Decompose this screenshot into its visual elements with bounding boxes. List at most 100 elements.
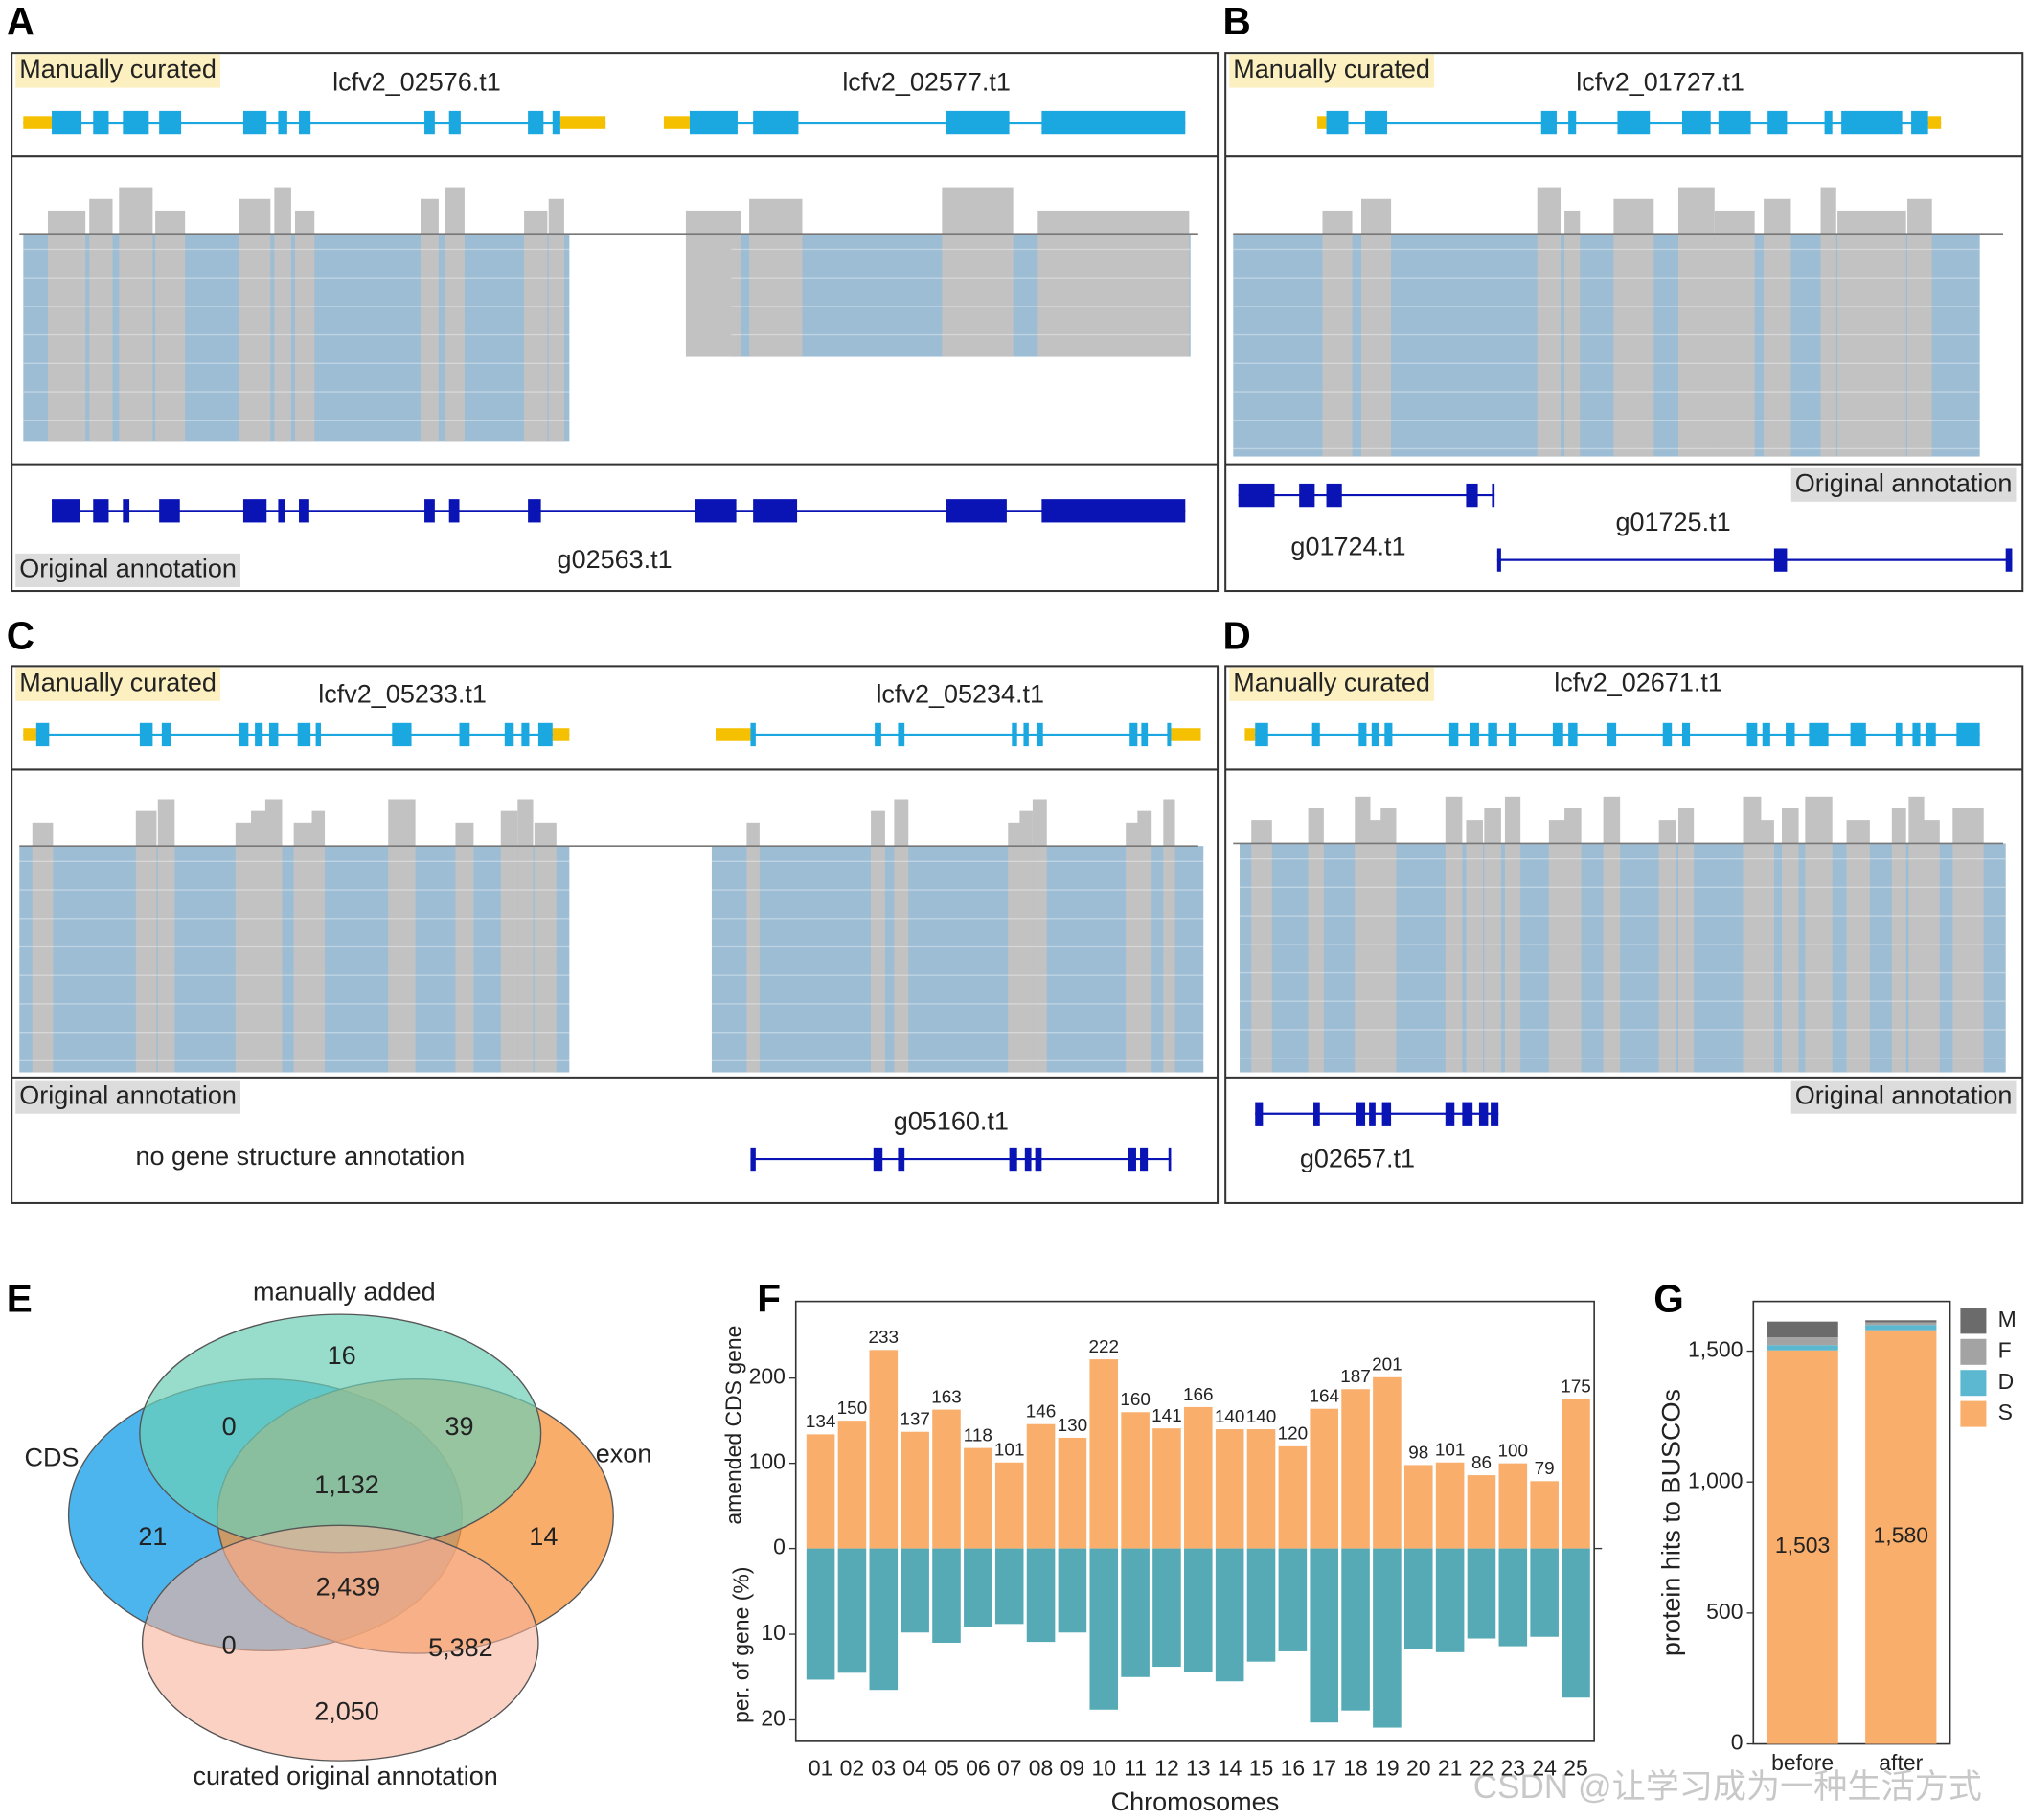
- x-tick-label: 10: [1091, 1756, 1116, 1781]
- value-label: 1,580: [1874, 1523, 1928, 1548]
- read-coverage: [1163, 799, 1175, 1073]
- exon: [1462, 1102, 1473, 1126]
- exon: [1009, 1147, 1017, 1172]
- exon: [1445, 1102, 1455, 1126]
- read-coverage: [942, 187, 1014, 357]
- read-coverage: [157, 799, 175, 1073]
- x-tick-label: 04: [902, 1756, 927, 1781]
- read-coverage: [1037, 210, 1190, 357]
- exon: [528, 499, 541, 523]
- legend-label: S: [1998, 1399, 2013, 1424]
- exon: [424, 110, 435, 135]
- panel-letter: D: [1222, 614, 1250, 658]
- track-label: Manually curated: [1233, 55, 1430, 83]
- read-coverage: [1677, 808, 1695, 1073]
- exon: [1895, 722, 1903, 747]
- read-coverage: [1137, 810, 1152, 1073]
- exon: [123, 110, 149, 135]
- bar: [1310, 1548, 1338, 1723]
- x-tick-label: 05: [934, 1756, 959, 1781]
- gene-name: lcfv2_01727.t1: [1576, 68, 1744, 97]
- annotation-note: no gene structure annotation: [136, 1142, 466, 1171]
- exon: [753, 110, 799, 135]
- exon: [504, 722, 514, 747]
- bar: [964, 1447, 992, 1549]
- x-tick-label: 03: [872, 1756, 897, 1781]
- plot-frame: [1752, 1300, 1951, 1745]
- exon: [552, 110, 560, 135]
- gene-name: g01724.t1: [1290, 533, 1405, 561]
- exon: [875, 722, 881, 747]
- exon: [2005, 548, 2013, 572]
- exon: [448, 110, 461, 135]
- read-coverage: [1251, 820, 1272, 1073]
- exon: [52, 110, 82, 135]
- x-tick-label: 06: [966, 1756, 991, 1781]
- exon: [1313, 1102, 1320, 1126]
- read-coverage: [1782, 808, 1799, 1073]
- read-coverage: [1564, 808, 1582, 1073]
- bar: [1089, 1359, 1119, 1549]
- track-label: Manually curated: [19, 55, 217, 83]
- venn-count: 0: [222, 1412, 237, 1441]
- read-coverage: [1367, 820, 1383, 1073]
- bar: [1435, 1462, 1465, 1549]
- y-tick-label: 1,000: [1688, 1467, 1743, 1492]
- exon: [1607, 722, 1617, 747]
- value-label: 140: [1246, 1407, 1277, 1427]
- venn-set: [141, 1524, 539, 1762]
- exon: [946, 110, 1010, 135]
- track-label: Manually curated: [19, 668, 217, 696]
- exon: [1041, 499, 1186, 523]
- gene-name: g01725.t1: [1615, 508, 1730, 536]
- utr: [1927, 116, 1942, 129]
- gene-name: lcfv2_05234.t1: [876, 680, 1044, 709]
- read-coverage: [47, 210, 86, 442]
- exon: [1365, 110, 1388, 135]
- bar-segment: [1865, 1320, 1937, 1323]
- bar: [1310, 1408, 1338, 1549]
- panel-letter: F: [757, 1276, 781, 1320]
- bar: [1215, 1429, 1244, 1549]
- read-coverage: [1714, 210, 1755, 457]
- x-tick-label: 12: [1154, 1756, 1179, 1781]
- read-coverage: [1355, 796, 1371, 1073]
- gene-name: g02563.t1: [558, 545, 673, 574]
- exon: [1662, 722, 1673, 747]
- value-label: 201: [1372, 1355, 1402, 1376]
- bar: [1152, 1548, 1181, 1668]
- venn-count: 21: [138, 1522, 167, 1551]
- exon: [159, 110, 182, 135]
- bar: [1467, 1548, 1496, 1639]
- exon: [1912, 722, 1921, 747]
- exon: [1762, 722, 1770, 747]
- gene-name: lcfv2_02576.t1: [332, 68, 501, 97]
- track-label: Original annotation: [1795, 468, 2013, 497]
- bar: [1530, 1548, 1559, 1637]
- panel-letter: A: [7, 0, 34, 43]
- read-coverage: [294, 210, 315, 442]
- y-tick-label: 100: [749, 1449, 786, 1474]
- exon: [1466, 483, 1478, 508]
- exon: [159, 499, 180, 523]
- exon: [1925, 722, 1936, 747]
- x-tick-label: 17: [1311, 1756, 1336, 1781]
- read-coverage: [1361, 198, 1392, 457]
- track-label-bg: [15, 553, 240, 587]
- track-label: Original annotation: [19, 555, 237, 583]
- value-label: 160: [1120, 1390, 1151, 1410]
- bar: [1184, 1548, 1213, 1672]
- value-label: 98: [1408, 1443, 1428, 1463]
- exon: [1012, 722, 1017, 747]
- read-coverage: [1308, 808, 1324, 1073]
- gene-name: g02657.t1: [1300, 1145, 1415, 1173]
- read-coverage: [1537, 187, 1562, 457]
- read-coverage: [1677, 187, 1715, 457]
- set-label: curated original annotation: [194, 1762, 498, 1790]
- exon: [1681, 110, 1711, 135]
- exon: [1238, 483, 1275, 508]
- read-coverage: [1846, 820, 1870, 1073]
- bar-segment: [1767, 1337, 1838, 1346]
- value-label: 137: [900, 1410, 930, 1430]
- bar: [1467, 1475, 1496, 1549]
